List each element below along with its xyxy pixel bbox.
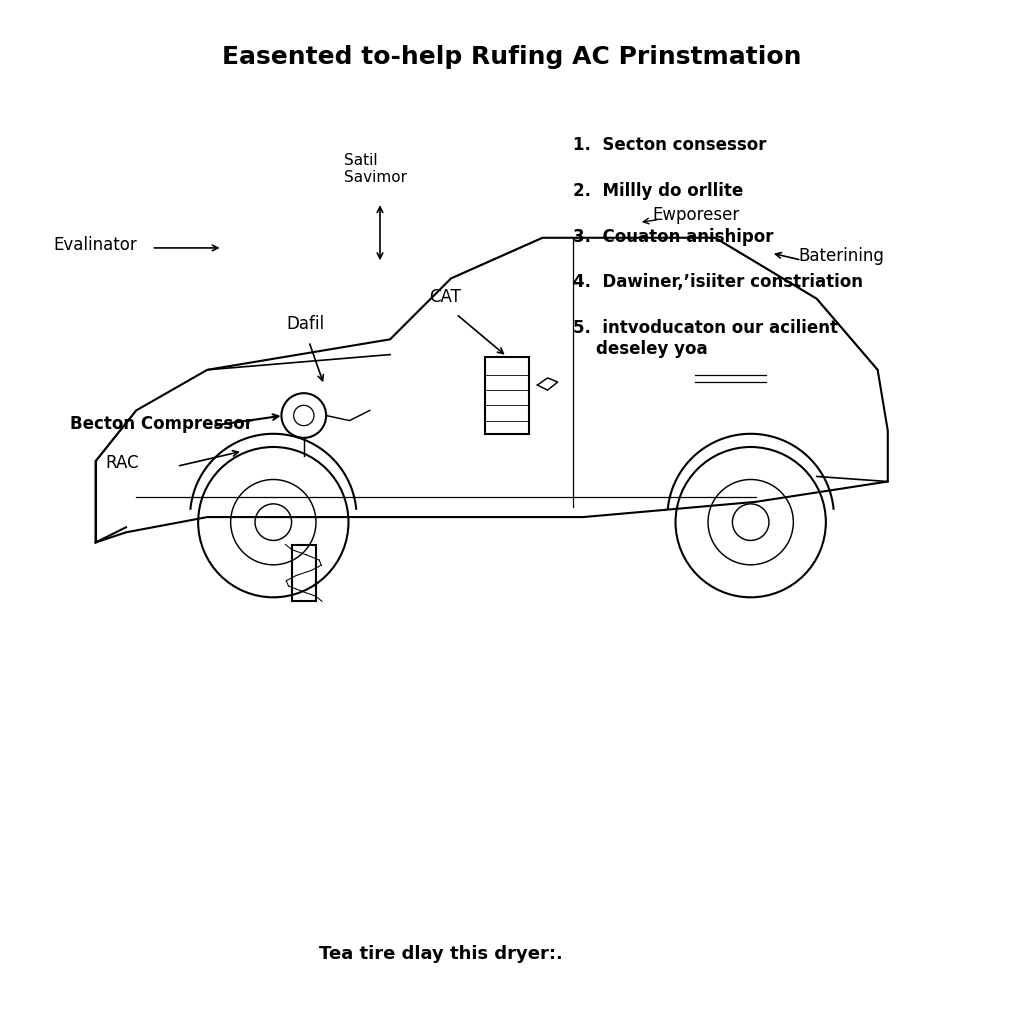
Text: Ewporeser: Ewporeser (652, 207, 739, 224)
Text: Baterining: Baterining (799, 247, 885, 265)
Text: 1.  Secton consessor: 1. Secton consessor (573, 136, 766, 155)
Text: 2.  Millly do orllite: 2. Millly do orllite (573, 182, 743, 200)
Text: Easented to-help Rufing AC Prinstmation: Easented to-help Rufing AC Prinstmation (222, 45, 802, 69)
Text: CAT: CAT (429, 288, 461, 306)
Text: RAC: RAC (105, 455, 139, 472)
Text: Satil
Savimor: Satil Savimor (344, 153, 408, 185)
Bar (484, 356, 529, 434)
Text: 3.  Couaton anishipor: 3. Couaton anishipor (573, 227, 773, 246)
Text: Becton Compressor: Becton Compressor (71, 415, 253, 432)
Text: Tea tire dlay this dryer:.: Tea tire dlay this dryer:. (318, 945, 563, 963)
Text: 4.  Dawiner,’isiiter constriation: 4. Dawiner,’isiiter constriation (573, 273, 863, 291)
Bar (292, 545, 316, 601)
Text: Evalinator: Evalinator (53, 236, 136, 254)
Text: Dafil: Dafil (287, 315, 325, 333)
Text: 5.  intvoducaton our acilient
    deseley yoa: 5. intvoducaton our acilient deseley yoa (573, 319, 838, 357)
